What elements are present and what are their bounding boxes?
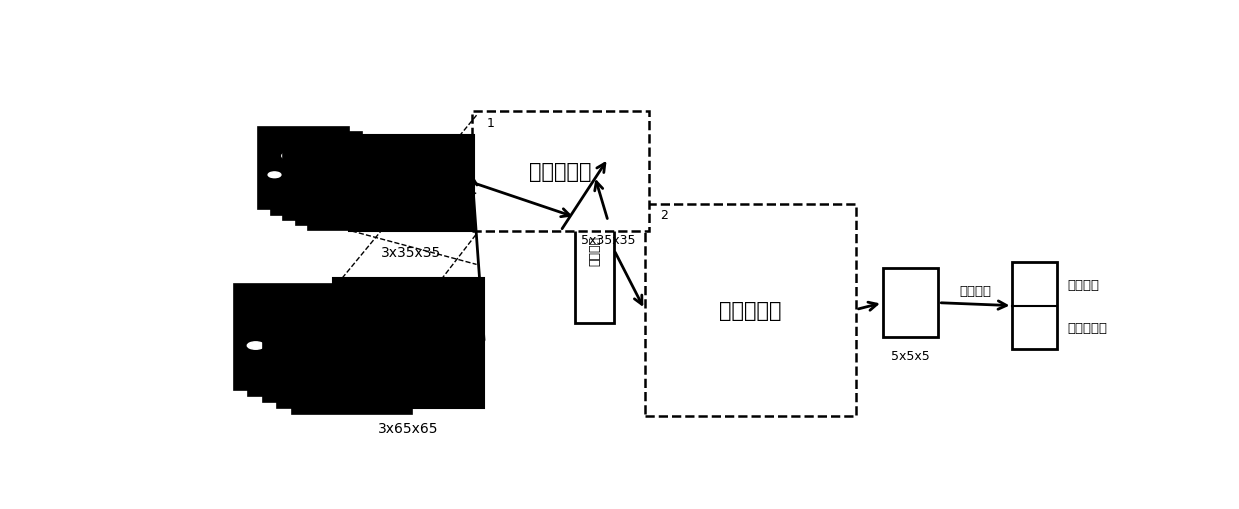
Bar	[263, 296, 383, 402]
Text: 1: 1	[487, 117, 494, 129]
Text: 结节概率: 结节概率	[1067, 278, 1099, 291]
Bar	[291, 308, 411, 414]
Ellipse shape	[312, 181, 323, 186]
Ellipse shape	[265, 316, 287, 327]
Text: 3x35x35: 3x35x35	[382, 245, 441, 259]
Text: 3x65x65: 3x65x65	[378, 421, 439, 436]
Bar	[270, 133, 362, 215]
Ellipse shape	[248, 342, 264, 350]
Ellipse shape	[281, 152, 299, 161]
Bar	[349, 135, 473, 232]
Bar	[309, 148, 399, 231]
Bar	[234, 285, 354, 390]
Bar	[296, 143, 387, 225]
Ellipse shape	[305, 353, 320, 360]
Bar	[472, 112, 649, 232]
Bar	[249, 290, 368, 396]
Bar	[1012, 263, 1058, 349]
Bar	[570, 159, 647, 222]
Bar	[278, 302, 398, 408]
Bar	[644, 204, 856, 416]
Bar	[575, 177, 613, 324]
Bar	[258, 128, 349, 210]
Ellipse shape	[294, 305, 306, 310]
Text: 双分支网络: 双分支网络	[529, 162, 592, 182]
Text: 非结节概率: 非结节概率	[1067, 321, 1108, 334]
Bar	[882, 269, 938, 337]
Text: 平均池化: 平均池化	[959, 284, 991, 297]
Bar	[332, 278, 484, 408]
Text: 5x35x35: 5x35x35	[581, 234, 636, 246]
Text: 双分支网络: 双分支网络	[719, 300, 782, 320]
Bar	[282, 138, 374, 220]
Ellipse shape	[268, 173, 281, 178]
Text: 5x5x5: 5x5x5	[891, 349, 930, 362]
Text: 2: 2	[660, 209, 668, 221]
Ellipse shape	[304, 144, 312, 148]
Text: 拼接操作: 拼接操作	[589, 235, 601, 265]
